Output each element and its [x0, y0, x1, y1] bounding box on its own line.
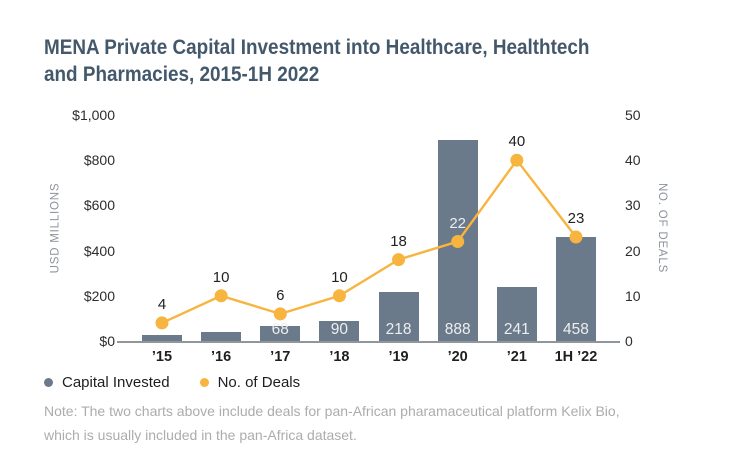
right-axis-tick: 0 — [625, 333, 633, 349]
bar-value-label: 90 — [330, 321, 349, 338]
left-axis-tick: $800 — [83, 152, 115, 169]
left-axis-tick: $200 — [83, 287, 115, 304]
footnote-line2: which is usually included in the pan-Afr… — [44, 427, 357, 443]
bar-value-label: 458 — [563, 321, 589, 338]
bar-value-label: 241 — [503, 321, 530, 338]
left-axis-tick: $400 — [83, 242, 115, 259]
footnote-line1: Note: The two charts above include deals… — [44, 403, 620, 419]
deals-point — [332, 289, 346, 303]
legend-item-no-of-deals: No. of Deals — [199, 374, 301, 391]
chart-title: MENA Private Capital Investment into Hea… — [44, 34, 589, 88]
right-axis-tick: 10 — [625, 287, 641, 304]
deals-point — [510, 153, 524, 167]
x-tick-label: ’15 — [151, 349, 173, 365]
deals-value-label: 6 — [276, 286, 285, 304]
deals-value-label: 10 — [331, 268, 348, 286]
deals-value-label: 18 — [390, 232, 407, 250]
deals-value-label: 23 — [567, 210, 585, 228]
deals-value-label: 4 — [157, 295, 167, 313]
deals-value-label: 10 — [212, 268, 230, 286]
x-tick-label: ’21 — [506, 349, 527, 365]
x-tick-label: ’16 — [211, 349, 232, 365]
deals-point — [273, 307, 287, 321]
bar — [142, 335, 182, 341]
bar — [260, 325, 301, 341]
legend-label-capital-invested: Capital Invested — [62, 374, 170, 391]
deals-value-label: 40 — [508, 133, 526, 151]
bar — [437, 140, 478, 341]
left-axis-title: USD MILLIONS — [49, 182, 62, 274]
deals-point — [155, 316, 169, 330]
left-axis-tick: $600 — [83, 197, 115, 214]
bar — [319, 320, 360, 341]
chart-legend: Capital Invested No. of Deals — [44, 374, 300, 391]
capital-invested-dot-icon — [44, 378, 53, 387]
bar-value-label: 218 — [385, 321, 412, 338]
right-axis-tick: 50 — [625, 107, 641, 123]
deals-point — [214, 289, 228, 303]
x-tick-label: ’20 — [447, 349, 468, 365]
chart-title-line2: and Pharmacies, 2015-1H 2022 — [44, 63, 320, 86]
x-tick-label: ’19 — [388, 349, 409, 365]
no-of-deals-dot-icon — [199, 378, 209, 387]
x-tick-label: ’18 — [329, 349, 350, 365]
right-axis-tick: 20 — [625, 242, 641, 259]
bar-value-label: 68 — [271, 321, 289, 338]
legend-label-no-of-deals: No. of Deals — [217, 374, 301, 391]
x-tick-label: 1H ’22 — [554, 349, 598, 365]
right-axis-tick: 40 — [625, 152, 641, 169]
x-tick-label: ’17 — [270, 349, 291, 365]
footnote: Note: The two charts above include deals… — [44, 399, 620, 447]
bar-value-label: 888 — [444, 321, 471, 338]
legend-item-capital-invested: Capital Invested — [44, 374, 170, 391]
right-axis-tick: 30 — [625, 197, 641, 214]
left-axis-tick: $1,000 — [72, 107, 115, 123]
left-axis-tick: $0 — [99, 333, 115, 349]
deals-point — [392, 253, 406, 267]
x-axis-baseline — [117, 341, 620, 343]
bar — [201, 331, 242, 341]
chart-title-line1: MENA Private Capital Investment into Hea… — [44, 36, 590, 59]
deals-value-label: 22 — [449, 214, 467, 232]
